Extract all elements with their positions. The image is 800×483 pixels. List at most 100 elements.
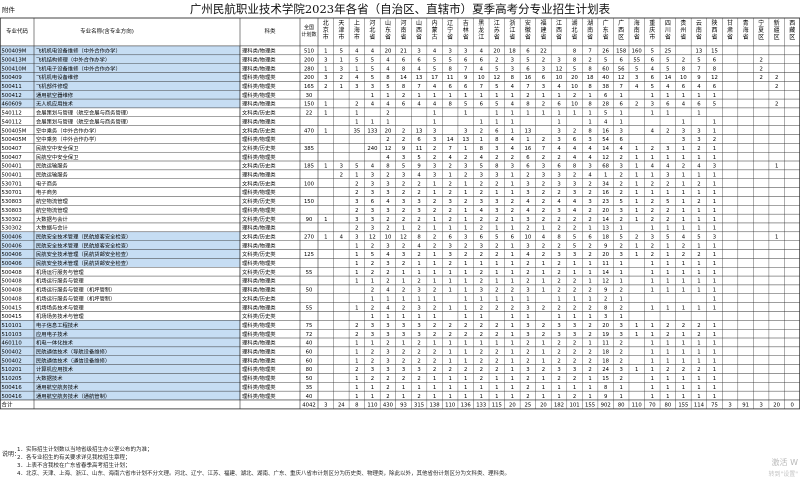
row-value: 4 bbox=[355, 75, 359, 81]
row-value: 2 bbox=[433, 199, 436, 205]
row-value: 14 bbox=[400, 75, 407, 81]
row-value: 2 bbox=[526, 93, 529, 99]
row-value: 1 bbox=[713, 288, 716, 294]
row-value: 2 bbox=[386, 394, 389, 400]
row-value: 2 bbox=[604, 296, 607, 302]
row-value: 9 bbox=[417, 164, 420, 170]
row-value: 1 bbox=[495, 190, 498, 196]
row-name: 民航安全技术管理（民航货邮安全检查） bbox=[36, 250, 131, 258]
total-province-value: 8 bbox=[355, 403, 359, 409]
row-value: 2 bbox=[557, 243, 560, 249]
row-subject: 文科类/历史类 bbox=[242, 250, 276, 258]
row-value: 1 bbox=[324, 164, 327, 170]
row-value: 3 bbox=[635, 75, 638, 81]
row-value: 1 bbox=[588, 261, 591, 267]
row-value: 2 bbox=[542, 208, 545, 214]
row-code: 500408 bbox=[2, 288, 23, 294]
header-province-28-char: 宁 bbox=[758, 19, 764, 27]
row-value: 1 bbox=[588, 119, 591, 125]
row-value: 1 bbox=[713, 341, 716, 347]
row-value: 2 bbox=[495, 57, 498, 63]
row-value: 2 bbox=[697, 367, 700, 373]
row-value: 13 bbox=[525, 128, 532, 134]
row-value: 1 bbox=[464, 376, 467, 382]
row-subject: 理科类/物理类 bbox=[242, 153, 276, 161]
row-value: 1 bbox=[371, 341, 374, 347]
row-value: 2 bbox=[588, 217, 591, 223]
row-value: 8 bbox=[448, 102, 452, 108]
row-value: 1 bbox=[511, 111, 514, 117]
row-value: 4 bbox=[666, 84, 670, 90]
row-value: 2 bbox=[557, 305, 560, 311]
row-value: 1 bbox=[573, 111, 576, 117]
row-value: 2 bbox=[666, 332, 669, 338]
row-value: 2 bbox=[651, 181, 654, 187]
row-value: 15 bbox=[711, 49, 718, 55]
row-code: 500408 bbox=[2, 270, 23, 276]
row-value: 2 bbox=[573, 341, 576, 347]
row-subject: 理科类/物理类 bbox=[242, 55, 276, 63]
row-value: 1 bbox=[511, 279, 514, 285]
row-value: 1 bbox=[635, 367, 638, 373]
row-value: 8 bbox=[573, 57, 577, 63]
row-value: 2 bbox=[588, 252, 591, 258]
row-value: 2 bbox=[417, 376, 420, 382]
row-value: 1 bbox=[417, 296, 420, 302]
row-value: 7 bbox=[480, 84, 483, 90]
row-value: 2 bbox=[495, 350, 498, 356]
header-province-19-char: 西 bbox=[618, 27, 624, 34]
row-name: 空中乘务（中外合作办学） bbox=[36, 135, 100, 143]
row-value: 2 bbox=[402, 190, 405, 196]
header-province-8-char: 辽 bbox=[447, 19, 453, 27]
row-value: 1 bbox=[651, 367, 654, 373]
header-total-b: 计划数 bbox=[301, 31, 316, 38]
row-value: 2 bbox=[635, 102, 638, 108]
header-province-7-char: 蒙 bbox=[432, 26, 438, 34]
row-value: 1 bbox=[495, 226, 498, 232]
row-value: 1 bbox=[713, 181, 716, 187]
header-province-14-char: 建 bbox=[540, 26, 546, 34]
row-value: 2 bbox=[542, 323, 545, 329]
row-value: 1 bbox=[511, 243, 514, 249]
row-value: 4 bbox=[557, 199, 561, 205]
row-value: 2 bbox=[386, 270, 389, 276]
row-value: 1 bbox=[386, 296, 389, 302]
row-value: 2 bbox=[573, 288, 576, 294]
row-value: 2 bbox=[495, 181, 498, 187]
row-value: 4 bbox=[526, 208, 530, 214]
row-value: 1 bbox=[480, 261, 483, 267]
row-value: 4 bbox=[480, 49, 484, 55]
header-province-2-char: 海 bbox=[354, 26, 360, 34]
row-value: 1 bbox=[433, 341, 436, 347]
row-value: 1 bbox=[448, 394, 451, 400]
row-value: 1 bbox=[775, 164, 778, 170]
row-value: 2 bbox=[697, 181, 700, 187]
row-value: 1 bbox=[682, 341, 685, 347]
row-value: 1 bbox=[464, 217, 467, 223]
row-value: 3 bbox=[417, 323, 420, 329]
row-subject: 文科类/历史类 bbox=[242, 215, 276, 223]
row-value: 3 bbox=[324, 57, 327, 63]
row-value: 2 bbox=[557, 190, 560, 196]
row-value: 2 bbox=[495, 252, 498, 258]
row-value: 1 bbox=[620, 226, 623, 232]
row-value: 2 bbox=[386, 173, 389, 179]
header-province-5-char: 南 bbox=[401, 26, 407, 34]
row-subject: 理科类/物理类 bbox=[242, 365, 276, 373]
row-value: 4 bbox=[355, 49, 359, 55]
header-province-23-char: 省 bbox=[680, 33, 686, 41]
header-province-26-char: 省 bbox=[727, 33, 733, 41]
row-value: 2 bbox=[386, 341, 389, 347]
row-value: 1 bbox=[573, 270, 576, 276]
header-province-21-char: 庆 bbox=[649, 26, 655, 34]
row-value: 2 bbox=[480, 367, 483, 373]
row-value: 2 bbox=[526, 341, 529, 347]
row-value: 4 bbox=[386, 288, 390, 294]
row-value: 2 bbox=[417, 350, 420, 356]
row-value: 2 bbox=[511, 199, 514, 205]
total-province-value: 80 bbox=[618, 403, 625, 409]
row-name: 机场运行服务与管理（机坪管制） bbox=[36, 286, 115, 294]
row-value: 3 bbox=[542, 173, 545, 179]
row-subject: 理科类/物理类 bbox=[242, 64, 276, 72]
row-value: 7 bbox=[620, 84, 623, 90]
